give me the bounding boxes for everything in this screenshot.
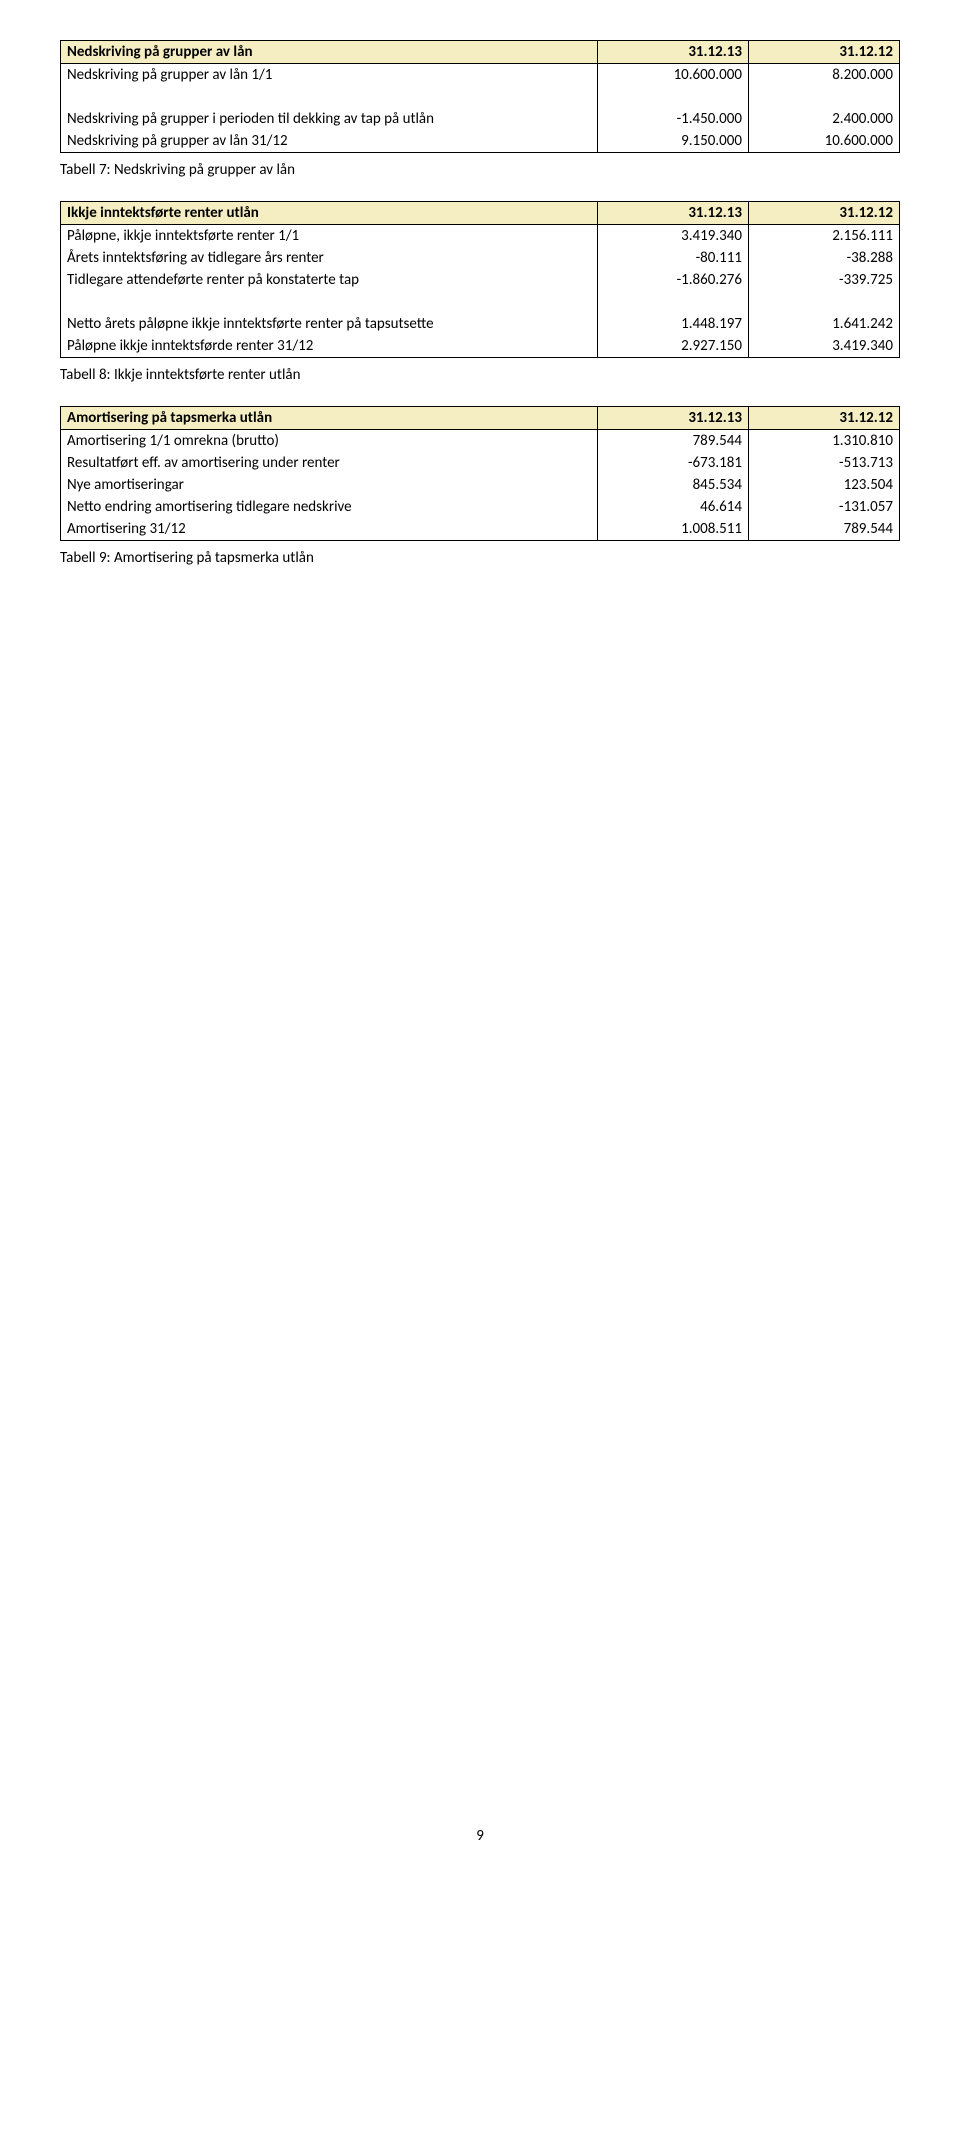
row-label: Tidlegare attendeførte renter på konstat…	[61, 269, 598, 291]
row-c1: 1.448.197	[597, 313, 748, 335]
row-c2: -513.713	[748, 452, 899, 474]
row-label: Årets inntektsføring av tidlegare års re…	[61, 247, 598, 269]
row-c1	[597, 291, 748, 313]
table-row: Netto endring amortisering tidlegare ned…	[61, 496, 900, 518]
row-c2: 789.544	[748, 518, 899, 541]
row-c2: -131.057	[748, 496, 899, 518]
row-label: Nedskriving på grupper i perioden til de…	[61, 108, 598, 130]
row-label: Netto endring amortisering tidlegare ned…	[61, 496, 598, 518]
row-c1: -1.450.000	[597, 108, 748, 130]
row-label: Resultatført eff. av amortisering under …	[61, 452, 598, 474]
table-row: Nedskriving på grupper av lån 31/12 9.15…	[61, 130, 900, 153]
row-c1: 46.614	[597, 496, 748, 518]
table-header-row: Amortisering på tapsmerka utlån 31.12.13…	[61, 407, 900, 430]
row-c1: 845.534	[597, 474, 748, 496]
row-c1: 10.600.000	[597, 64, 748, 87]
row-label	[61, 86, 598, 108]
table-row: Påløpne ikkje inntektsførde renter 31/12…	[61, 335, 900, 358]
row-c1: -80.111	[597, 247, 748, 269]
row-c2: 10.600.000	[748, 130, 899, 153]
header-col1: 31.12.13	[597, 202, 748, 225]
table-row: Nye amortiseringar 845.534 123.504	[61, 474, 900, 496]
row-label: Amortisering 31/12	[61, 518, 598, 541]
page-number: 9	[60, 1827, 900, 1845]
table-row: Nedskriving på grupper i perioden til de…	[61, 108, 900, 130]
row-c2: 1.310.810	[748, 430, 899, 453]
row-label: Amortisering 1/1 omrekna (brutto)	[61, 430, 598, 453]
row-c2: 1.641.242	[748, 313, 899, 335]
table-row: Netto årets påløpne ikkje inntektsførte …	[61, 313, 900, 335]
row-label: Nye amortiseringar	[61, 474, 598, 496]
header-col2: 31.12.12	[748, 407, 899, 430]
row-c2	[748, 86, 899, 108]
row-label: Påløpne ikkje inntektsførde renter 31/12	[61, 335, 598, 358]
table-row	[61, 291, 900, 313]
table-row: Resultatført eff. av amortisering under …	[61, 452, 900, 474]
row-label: Nedskriving på grupper av lån 1/1	[61, 64, 598, 87]
table-row	[61, 86, 900, 108]
table-row: Påløpne, ikkje inntektsførte renter 1/1 …	[61, 225, 900, 248]
row-c1: 3.419.340	[597, 225, 748, 248]
row-c1: -1.860.276	[597, 269, 748, 291]
row-c2	[748, 291, 899, 313]
row-c2: 2.400.000	[748, 108, 899, 130]
header-col1: 31.12.13	[597, 407, 748, 430]
table-row: Amortisering 1/1 omrekna (brutto) 789.54…	[61, 430, 900, 453]
table-row: Tidlegare attendeførte renter på konstat…	[61, 269, 900, 291]
table-caption: Tabell 8: Ikkje inntektsførte renter utl…	[60, 366, 900, 384]
row-label: Påløpne, ikkje inntektsførte renter 1/1	[61, 225, 598, 248]
row-c1: 2.927.150	[597, 335, 748, 358]
table-row: Amortisering 31/12 1.008.511 789.544	[61, 518, 900, 541]
header-col2: 31.12.12	[748, 41, 899, 64]
header-label: Amortisering på tapsmerka utlån	[61, 407, 598, 430]
table-header-row: Nedskriving på grupper av lån 31.12.13 3…	[61, 41, 900, 64]
row-c2: -38.288	[748, 247, 899, 269]
table-header-row: Ikkje inntektsførte renter utlån 31.12.1…	[61, 202, 900, 225]
header-col1: 31.12.13	[597, 41, 748, 64]
row-c2: 2.156.111	[748, 225, 899, 248]
row-c2: 3.419.340	[748, 335, 899, 358]
row-label: Nedskriving på grupper av lån 31/12	[61, 130, 598, 153]
table-caption: Tabell 7: Nedskriving på grupper av lån	[60, 161, 900, 179]
row-c2: 123.504	[748, 474, 899, 496]
header-col2: 31.12.12	[748, 202, 899, 225]
row-c2: 8.200.000	[748, 64, 899, 87]
header-label: Ikkje inntektsførte renter utlån	[61, 202, 598, 225]
row-c1	[597, 86, 748, 108]
table-ikkje-inntektsforte: Ikkje inntektsførte renter utlån 31.12.1…	[60, 201, 900, 358]
table-row: Nedskriving på grupper av lån 1/1 10.600…	[61, 64, 900, 87]
header-label: Nedskriving på grupper av lån	[61, 41, 598, 64]
table-amortisering: Amortisering på tapsmerka utlån 31.12.13…	[60, 406, 900, 541]
row-c2: -339.725	[748, 269, 899, 291]
row-label: Netto årets påløpne ikkje inntektsførte …	[61, 313, 598, 335]
table-caption: Tabell 9: Amortisering på tapsmerka utlå…	[60, 549, 900, 567]
row-c1: 1.008.511	[597, 518, 748, 541]
table-nedskriving: Nedskriving på grupper av lån 31.12.13 3…	[60, 40, 900, 153]
row-c1: 9.150.000	[597, 130, 748, 153]
table-row: Årets inntektsføring av tidlegare års re…	[61, 247, 900, 269]
row-c1: 789.544	[597, 430, 748, 453]
row-label	[61, 291, 598, 313]
row-c1: -673.181	[597, 452, 748, 474]
